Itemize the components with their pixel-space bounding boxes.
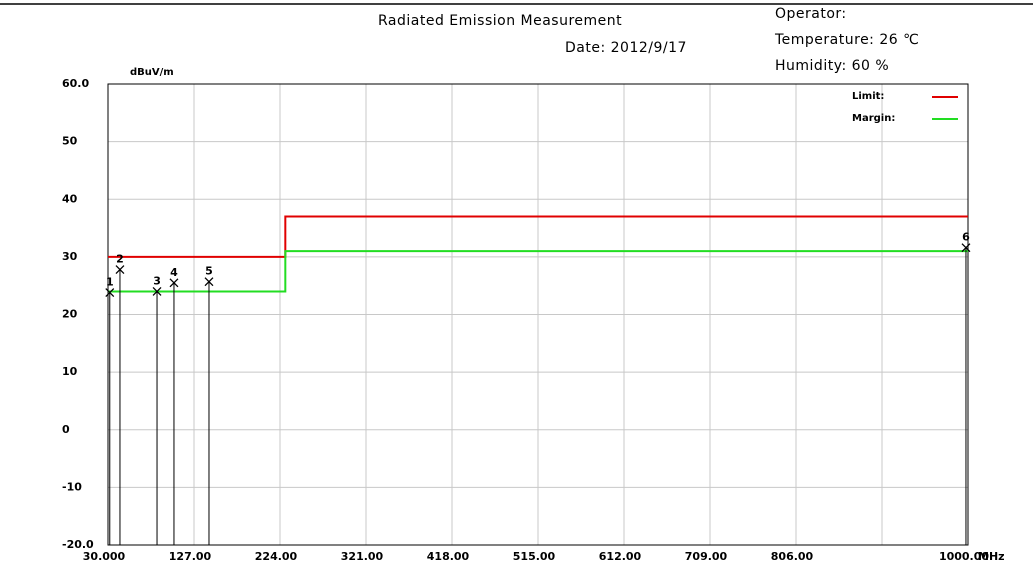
marker-label: 1 [106,276,114,289]
y-tick-label: 10 [62,365,78,378]
x-axis-label: MHz [978,550,1005,563]
x-tick-label: 709.00 [685,550,728,563]
series-line [108,215,968,258]
humidity: Humidity: 60 % [775,58,889,74]
x-tick-label: 612.00 [599,550,642,563]
marker [152,286,162,296]
marker [105,288,115,298]
x-tick-label: 418.00 [427,550,470,563]
marker-label: 4 [170,266,178,279]
operator: Operator: [775,6,847,22]
marker [115,265,125,275]
marker [961,243,971,253]
y-tick-label: -10 [62,480,82,493]
marker-label: 2 [116,253,124,266]
marker [169,278,179,288]
y-tick-label: -20.0 [62,538,94,551]
y-tick-label: 30 [62,250,78,263]
y-tick-label: 20 [62,308,78,321]
y-tick-label: 50 [62,135,78,148]
legend-label: Limit: [852,91,884,102]
marker [204,277,214,287]
series-line [108,250,968,293]
marker-label: 5 [205,265,213,278]
x-tick-label: 1000.00 [939,550,989,563]
plot-frame [107,83,969,546]
marker-label: 6 [962,231,970,244]
marker-label: 3 [153,274,161,287]
x-tick-label: 515.00 [513,550,556,563]
x-tick-label: 30.000 [83,550,126,563]
y-tick-label: 0 [62,423,70,436]
date: Date: 2012/9/17 [565,40,687,56]
chart-title: Radiated Emission Measurement [378,13,622,29]
y-axis-label: dBuV/m [130,67,174,78]
y-tick-label: 40 [62,192,78,205]
y-tick-label: 60.0 [62,77,89,90]
temperature: Temperature: 26 ℃ [774,32,919,48]
x-tick-label: 806.00 [771,550,814,563]
legend-label: Margin: [852,113,895,124]
x-tick-label: 127.00 [169,550,212,563]
x-tick-label: 321.00 [341,550,384,563]
x-tick-label: 224.00 [255,550,298,563]
